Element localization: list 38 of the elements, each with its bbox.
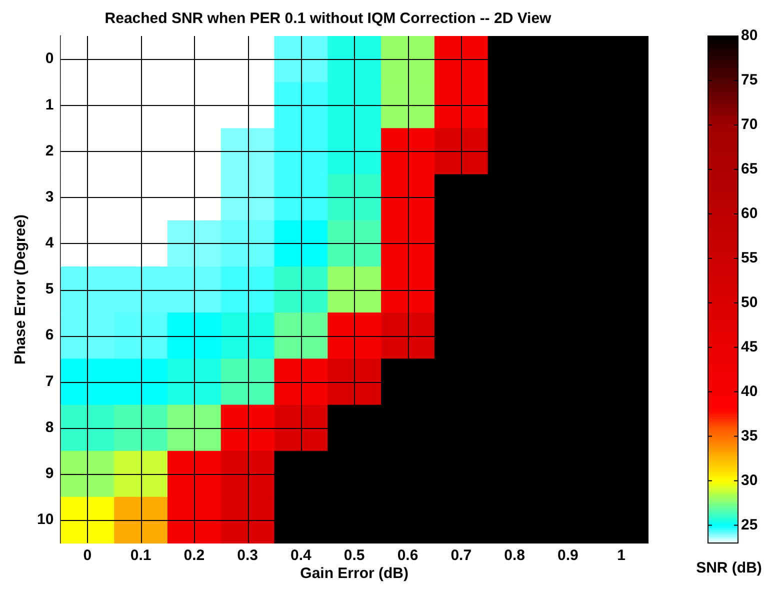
color-bar-label: 60 (741, 205, 758, 222)
x-tick-label: 0.7 (450, 547, 472, 564)
y-tick-label: 4 (45, 234, 54, 252)
y-tick-label: 10 (36, 511, 54, 528)
x-tick-label: 1 (617, 547, 626, 564)
x-tick-label: 0.3 (237, 547, 258, 564)
color-bar-label: 45 (741, 338, 758, 356)
x-axis-title: Gain Error (dB) (300, 565, 409, 582)
x-tick-label: 0.4 (290, 547, 312, 564)
y-axis-title: Phase Error (Degree) (12, 214, 30, 365)
color-bar-label: 55 (741, 250, 758, 267)
y-tick-label: 9 (45, 465, 54, 482)
x-tick-label: 0.6 (397, 547, 418, 564)
color-bar-label: 40 (741, 382, 758, 400)
y-tick-label: 0 (45, 50, 54, 68)
color-bar-label: 30 (741, 472, 758, 489)
color-bar-label: 65 (741, 160, 758, 178)
color-bar-label: 25 (741, 516, 758, 534)
y-tick-label: 7 (45, 372, 54, 390)
x-tick-label: 0.2 (184, 547, 205, 564)
y-tick-label: 3 (45, 188, 54, 206)
color-bar-label: 35 (741, 427, 758, 444)
chart-title: Reached SNR when PER 0.1 without IQM Correction -- 2D View (104, 10, 552, 28)
color-bar-label: 80 (741, 27, 758, 44)
y-tick-label: 5 (45, 280, 54, 298)
y-tick-label: 8 (45, 418, 54, 436)
x-tick-label: 0.8 (504, 547, 525, 564)
x-tick-label: 0 (83, 547, 92, 564)
color-bar-label: 75 (741, 72, 758, 89)
y-tick-label: 6 (45, 326, 54, 344)
y-tick-label: 2 (45, 142, 54, 160)
x-tick-label: 0.1 (130, 547, 152, 564)
color-bar-label: 70 (741, 116, 758, 134)
color-bar-title: SNR (dB) (696, 560, 762, 577)
x-tick-label: 0.9 (557, 547, 578, 564)
color-bar-label: 50 (741, 294, 758, 311)
y-tick-label: 1 (45, 96, 54, 114)
x-tick-label: 0.5 (344, 547, 365, 564)
